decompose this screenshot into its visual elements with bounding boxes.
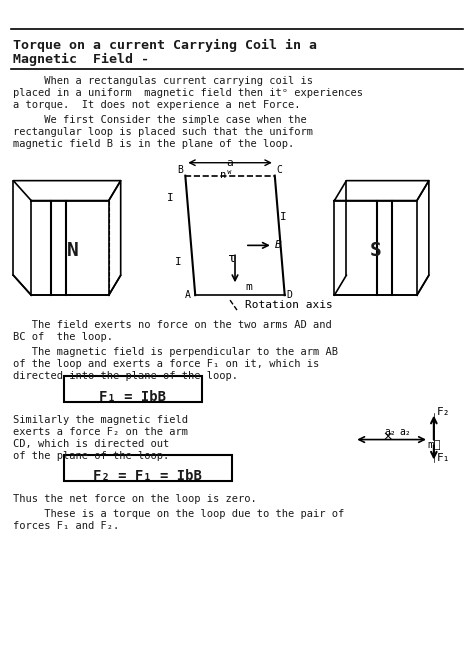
Text: rectangular loop is placed such that the uniform: rectangular loop is placed such that the… [13, 127, 313, 137]
Text: A: A [185, 290, 191, 300]
Text: of the plane of the loop.: of the plane of the loop. [13, 450, 170, 460]
Text: CD, which is directed out: CD, which is directed out [13, 439, 170, 449]
Text: F₂ = F₁ = IbB: F₂ = F₁ = IbB [93, 470, 202, 484]
Text: B: B [275, 241, 282, 251]
Text: F₁ = IbB: F₁ = IbB [99, 390, 166, 404]
Text: directed into the plane of the loop.: directed into the plane of the loop. [13, 371, 238, 381]
Text: I: I [175, 257, 182, 267]
Text: F₁: F₁ [437, 454, 450, 464]
Text: of the loop and exerts a force F₁ on it, which is: of the loop and exerts a force F₁ on it,… [13, 359, 319, 369]
Text: ×: × [382, 430, 392, 443]
Text: We first Consider the simple case when the: We first Consider the simple case when t… [13, 115, 307, 125]
Text: forces F₁ and F₂.: forces F₁ and F₂. [13, 521, 119, 531]
FancyBboxPatch shape [64, 456, 232, 481]
Text: a₂: a₂ [384, 427, 396, 437]
Text: Thus the net force on the loop is zero.: Thus the net force on the loop is zero. [13, 494, 257, 505]
Text: When a rectangulas current carrying coil is: When a rectangulas current carrying coil… [13, 76, 313, 86]
Text: nᵂ: nᵂ [220, 170, 233, 180]
Text: a₂: a₂ [399, 427, 411, 437]
Text: Rotation axis: Rotation axis [245, 300, 333, 310]
Text: τ: τ [228, 253, 236, 265]
Text: N: N [67, 241, 79, 260]
Text: These is a torque on the loop due to the pair of: These is a torque on the loop due to the… [13, 509, 345, 519]
Text: S: S [369, 241, 381, 260]
Text: I: I [280, 212, 286, 222]
Text: placed in a uniform  magnetic field then itᵒ experiences: placed in a uniform magnetic field then … [13, 88, 363, 98]
FancyBboxPatch shape [64, 376, 202, 402]
Text: a torque.  It does not experience a net Force.: a torque. It does not experience a net F… [13, 100, 301, 110]
Text: D: D [287, 290, 292, 300]
Text: m: m [245, 282, 252, 292]
Text: B: B [177, 165, 183, 175]
Text: F₂: F₂ [437, 407, 450, 417]
Text: The magnetic field is perpendicular to the arm AB: The magnetic field is perpendicular to t… [13, 347, 338, 357]
Text: m⃗: m⃗ [427, 440, 440, 450]
Text: I: I [167, 192, 174, 202]
Text: Similarly the magnetic field: Similarly the magnetic field [13, 415, 188, 425]
Text: BC of  the loop.: BC of the loop. [13, 332, 113, 342]
Text: Torque on a current Carrying Coil in a: Torque on a current Carrying Coil in a [13, 40, 317, 52]
Text: Magnetic  Field -: Magnetic Field - [13, 53, 149, 66]
Text: C: C [277, 165, 283, 175]
Text: exerts a force F₂ on the arm: exerts a force F₂ on the arm [13, 427, 188, 437]
Text: The field exerts no force on the two arms AD and: The field exerts no force on the two arm… [13, 320, 332, 330]
Text: a: a [227, 157, 233, 168]
Text: magnetic field B is in the plane of the loop.: magnetic field B is in the plane of the … [13, 139, 294, 149]
